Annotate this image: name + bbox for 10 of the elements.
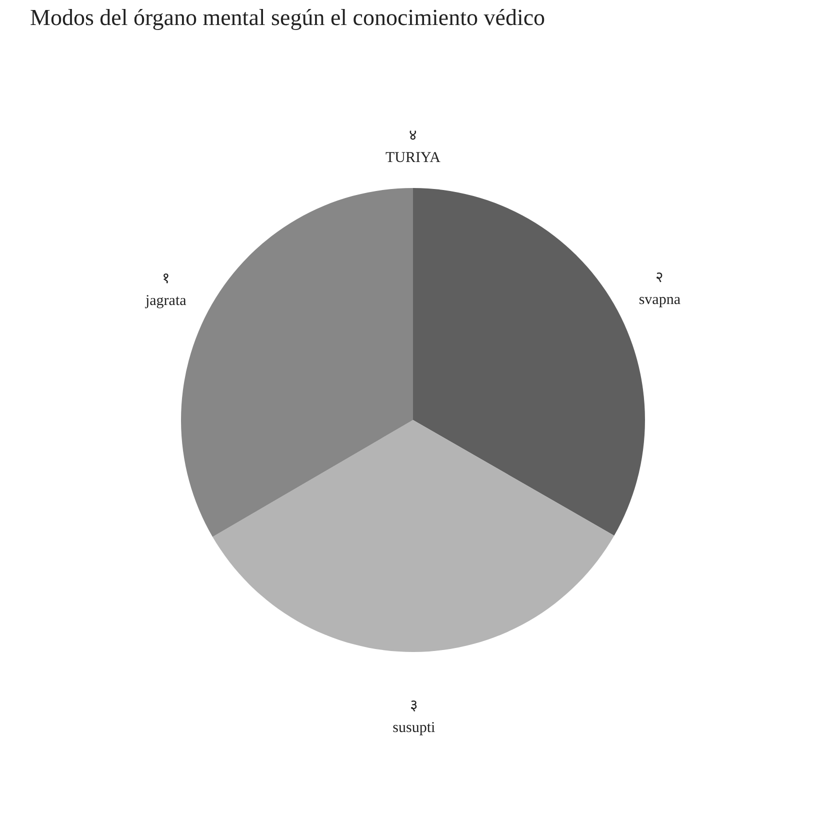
chart-title: Modos del órgano mental según el conocimiento védico xyxy=(30,5,546,30)
slice-label: jagrata xyxy=(144,293,187,310)
category-label: TURIYA xyxy=(386,150,440,166)
text: ३ xyxy=(410,698,418,714)
pie-slice xyxy=(212,420,614,652)
text: १ xyxy=(162,271,170,288)
text: २ xyxy=(656,270,664,286)
text: ४ xyxy=(409,128,417,144)
slice-label: susupti xyxy=(392,720,436,736)
slice-label: svapna xyxy=(638,292,681,308)
